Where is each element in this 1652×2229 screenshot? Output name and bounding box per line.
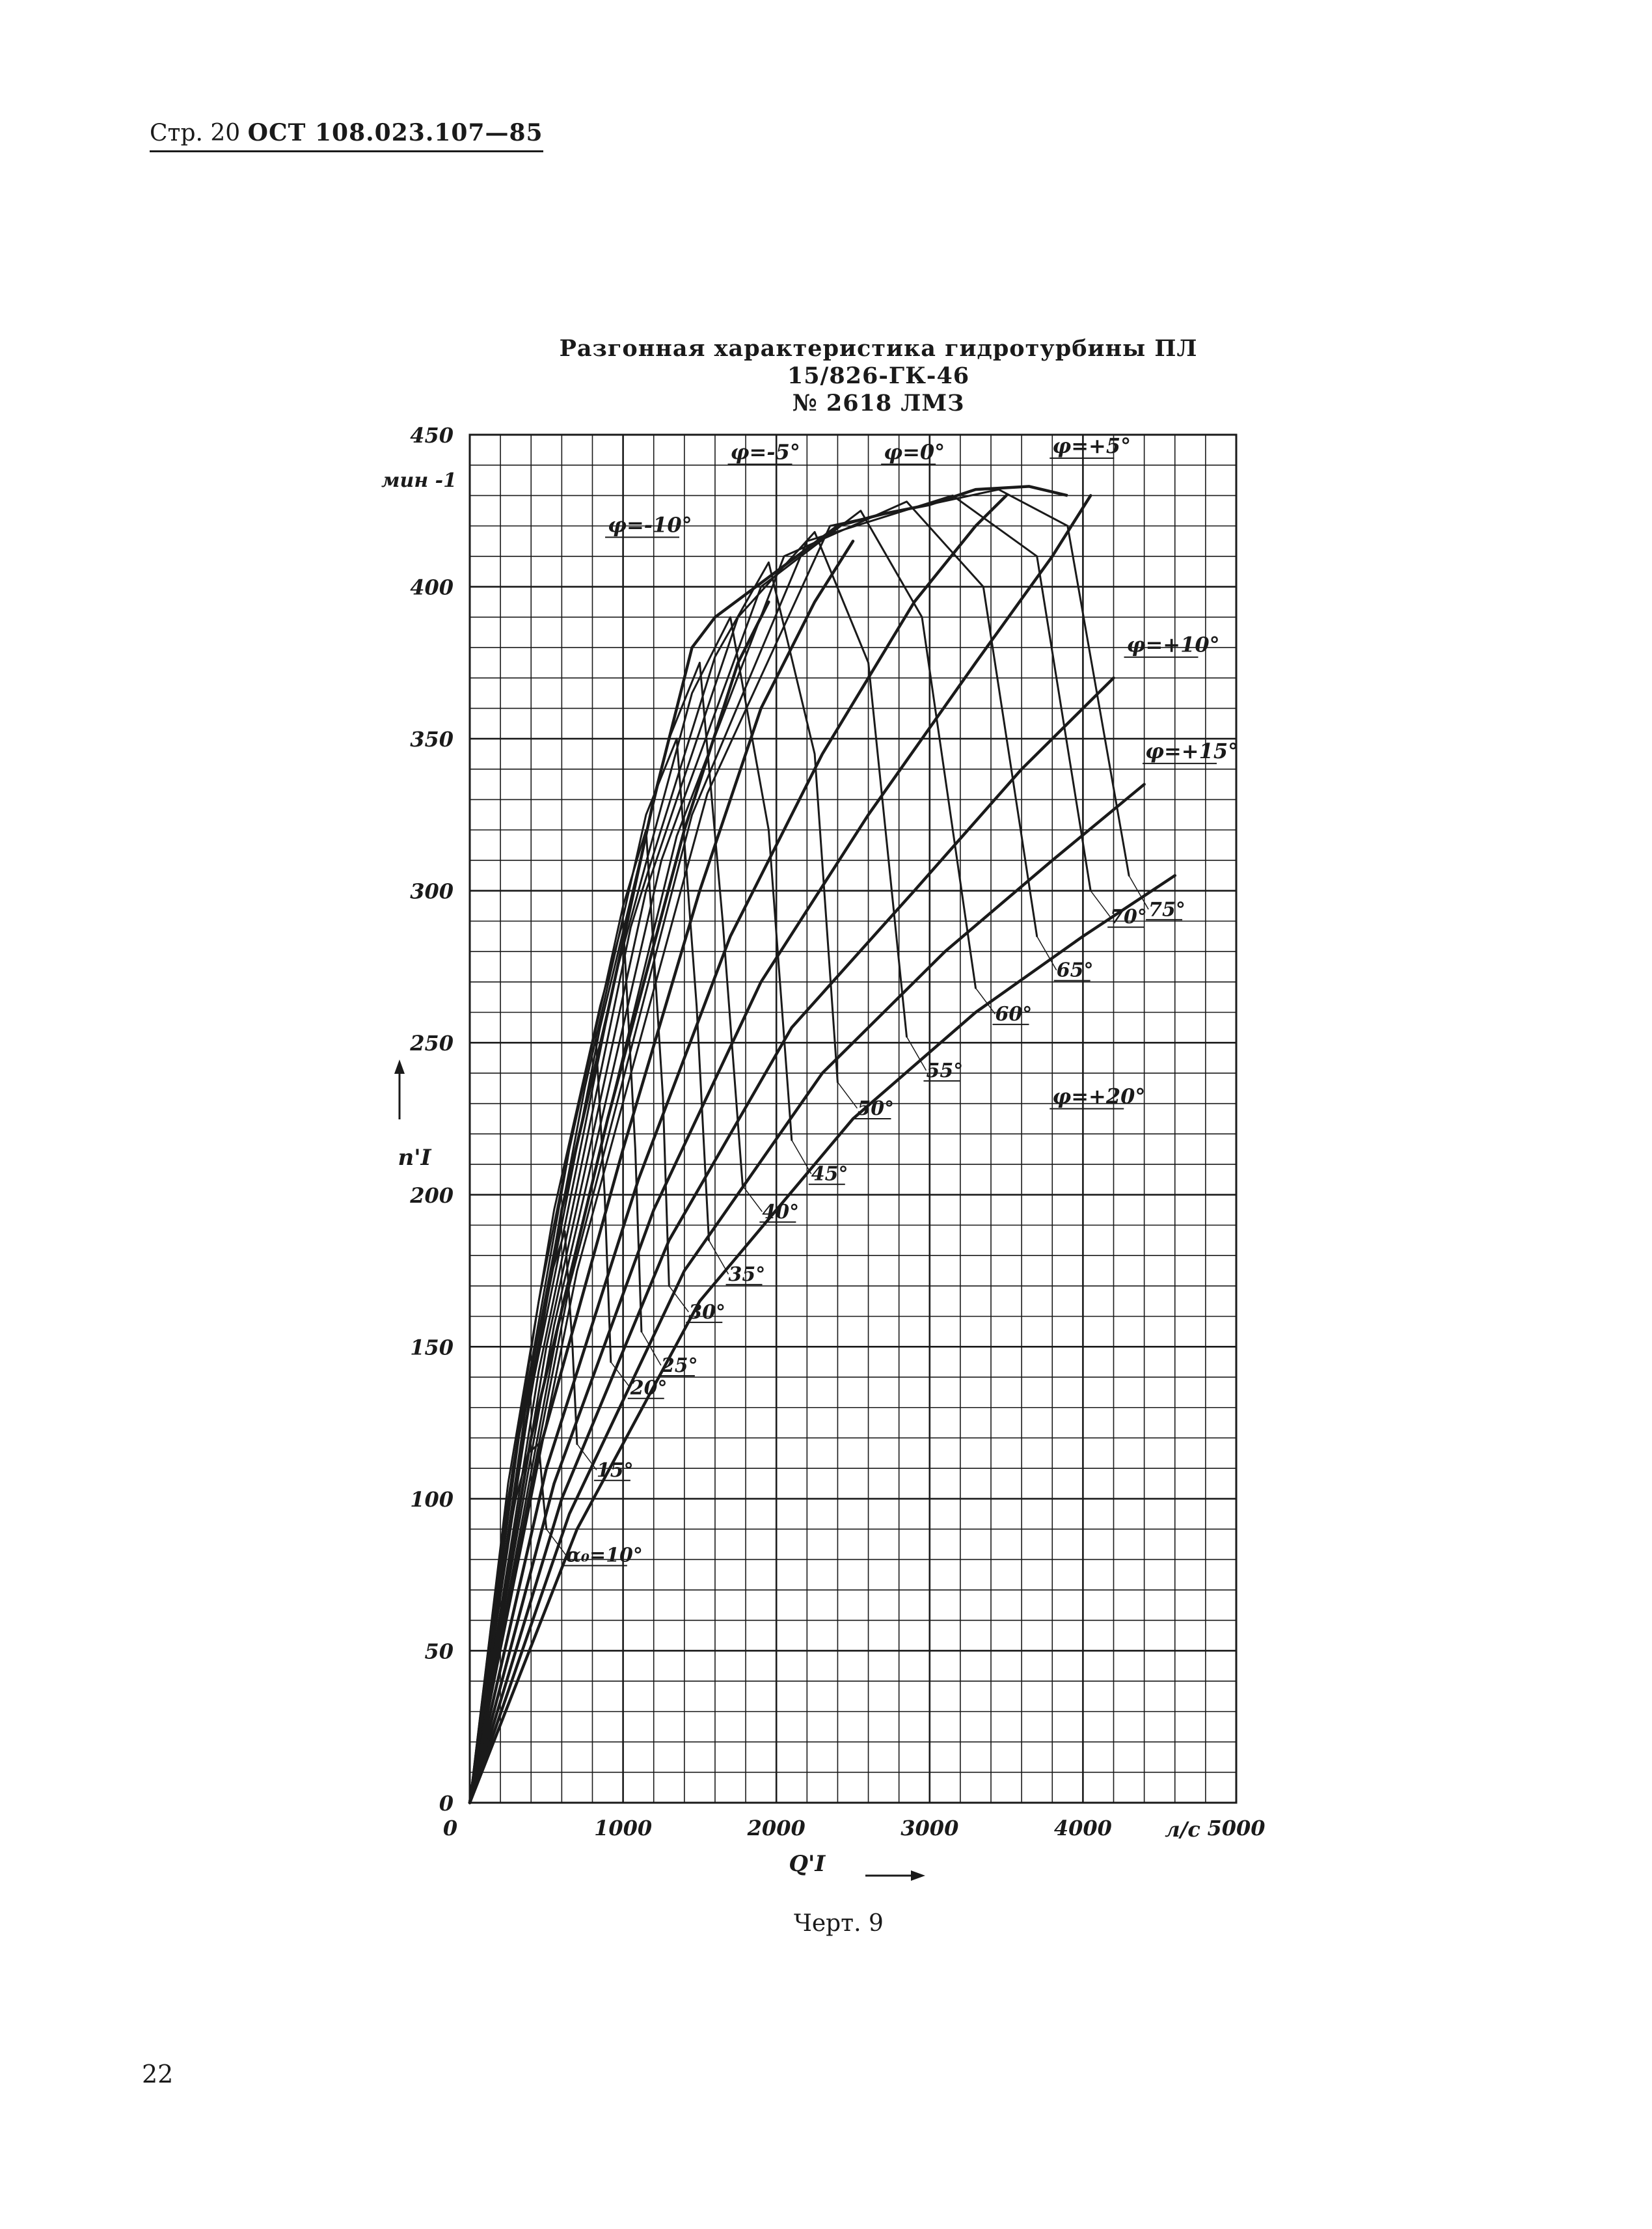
y-tick-label: 400 (410, 575, 454, 600)
x-tick-label: 2000 (747, 1816, 806, 1840)
gate-label-leader (610, 1361, 631, 1389)
chart-title: Разгонная характеристика гидротурбины ПЛ… (559, 335, 1198, 389)
y-tick-label: 0 (439, 1791, 454, 1816)
x-unit-label: л/с (1165, 1817, 1200, 1842)
plot-frame (468, 433, 1238, 1804)
gate-label-leader (641, 1331, 662, 1366)
gate-label: 25° (660, 1354, 698, 1377)
gate-label: α₀=10° (566, 1544, 643, 1567)
blade-label: φ=+10° (1127, 633, 1220, 657)
gate-label: 70° (1110, 906, 1147, 929)
x-tick-label: 0 (443, 1816, 457, 1840)
x-tick-label: 1000 (594, 1816, 652, 1840)
gate-label: 75° (1148, 898, 1185, 921)
gate-label: 40° (762, 1201, 799, 1224)
blade-label: φ=0° (884, 439, 945, 464)
blade-curve (468, 600, 770, 1805)
y-unit-label: мин -1 (381, 469, 457, 492)
y-arrow-head (394, 1060, 405, 1074)
blade-curve (468, 874, 1177, 1805)
blade-curve (468, 494, 1008, 1805)
gate-label: 60° (995, 1003, 1032, 1026)
blade-label: φ=+15° (1145, 739, 1238, 763)
gate-label-leader (546, 1529, 567, 1556)
standard-code: ОСТ 108.023.107—85 (247, 119, 543, 146)
y-axis-label: n'I (398, 1145, 431, 1171)
gate-label-leader (1090, 890, 1111, 918)
gate-label: 55° (926, 1060, 963, 1082)
chart-subtitle: № 2618 ЛМЗ (792, 390, 965, 417)
gate-curve (468, 494, 1092, 1804)
x-axis-label: Q'I (789, 1851, 826, 1877)
y-tick-label: 250 (409, 1031, 454, 1056)
gate-curve (468, 561, 839, 1804)
gate-label: 45° (811, 1163, 848, 1186)
gate-label-leader (906, 1036, 927, 1071)
gate-label: 30° (688, 1301, 725, 1324)
gate-label: 50° (857, 1097, 894, 1120)
gate-label-leader (837, 1082, 858, 1109)
gate-curve (468, 500, 1038, 1804)
gate-label-leader (1128, 875, 1149, 910)
x-tick-label: 3000 (900, 1816, 958, 1840)
gate-label: 20° (630, 1377, 668, 1400)
figure-caption: Черт. 9 (794, 1910, 884, 1937)
page-number: 22 (142, 2060, 174, 2088)
blade-curve (468, 782, 1146, 1805)
chart-title-block: Разгонная характеристика гидротурбины ПЛ… (521, 335, 1236, 417)
blade-curve (468, 494, 1092, 1805)
gate-label-leader (791, 1140, 812, 1175)
blade-label: φ=+20° (1052, 1084, 1145, 1109)
page-label: Стр. 20 (150, 120, 241, 146)
x-tick-label: 5000 (1207, 1816, 1265, 1840)
x-arrow-head (911, 1870, 925, 1881)
x-tick-label: 4000 (1054, 1816, 1112, 1840)
y-tick-label: 450 (410, 423, 454, 448)
gate-label-leader (742, 1185, 763, 1212)
gate-label-leader (576, 1443, 597, 1471)
gate-curve (468, 828, 670, 1804)
y-tick-label: 50 (424, 1639, 454, 1663)
gate-curve (468, 488, 1130, 1804)
gate-curve (468, 510, 977, 1804)
gate-label-leader (975, 987, 996, 1015)
gate-label: 65° (1057, 959, 1094, 982)
y-tick-label: 350 (410, 727, 454, 752)
gate-curve (468, 531, 908, 1804)
blade-label: φ=+5° (1052, 433, 1131, 458)
gate-label-leader (668, 1285, 689, 1313)
y-tick-label: 100 (410, 1487, 454, 1512)
gate-label-leader (1036, 936, 1057, 971)
gate-curve (468, 737, 710, 1804)
blade-curve (468, 676, 1115, 1805)
gate-label-leader (708, 1240, 729, 1275)
y-tick-label: 150 (410, 1335, 454, 1360)
gate-label: 35° (729, 1263, 766, 1286)
page-header: Стр. 20 ОСТ 108.023.107—85 (150, 119, 543, 152)
envelope-curve (468, 485, 1068, 1803)
gate-label: 15° (597, 1459, 634, 1482)
blade-label: φ=-10° (608, 512, 692, 537)
y-tick-label: 200 (409, 1183, 454, 1208)
blade-label: φ=-5° (731, 439, 800, 464)
y-tick-label: 300 (410, 879, 454, 904)
